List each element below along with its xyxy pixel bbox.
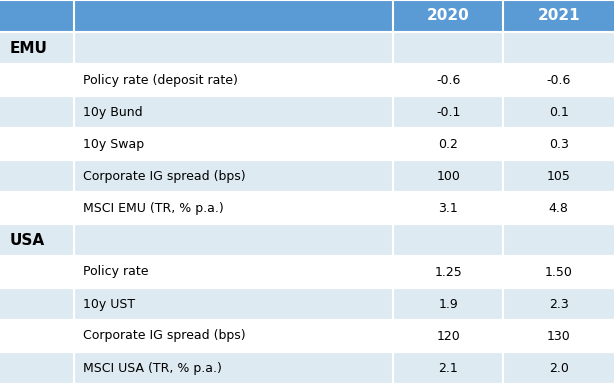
Text: 2.0: 2.0 — [549, 361, 569, 374]
Bar — [503, 256, 614, 288]
Text: 10y UST: 10y UST — [83, 298, 135, 311]
Text: 10y Bund: 10y Bund — [83, 106, 142, 119]
Bar — [74, 256, 393, 288]
Bar — [393, 128, 503, 160]
Bar — [74, 128, 393, 160]
Bar — [393, 192, 503, 224]
Bar — [0, 224, 614, 256]
Bar — [74, 160, 393, 192]
Text: 100: 100 — [437, 169, 460, 182]
Text: Corporate IG spread (bps): Corporate IG spread (bps) — [83, 169, 246, 182]
Bar — [393, 0, 503, 32]
Bar — [74, 288, 393, 320]
Text: MSCI USA (TR, % p.a.): MSCI USA (TR, % p.a.) — [83, 361, 222, 374]
Bar — [0, 192, 74, 224]
Bar — [74, 320, 393, 352]
Bar — [503, 320, 614, 352]
Text: 2.1: 2.1 — [438, 361, 458, 374]
Bar — [74, 0, 393, 32]
Text: 1.25: 1.25 — [434, 265, 462, 278]
Bar — [503, 64, 614, 96]
Text: 2020: 2020 — [427, 8, 470, 23]
Text: -0.1: -0.1 — [436, 106, 460, 119]
Bar — [503, 96, 614, 128]
Bar — [393, 160, 503, 192]
Bar — [74, 192, 393, 224]
Bar — [0, 64, 74, 96]
Bar — [74, 96, 393, 128]
Text: 130: 130 — [547, 329, 570, 343]
Bar — [0, 160, 74, 192]
Bar — [503, 288, 614, 320]
Bar — [0, 0, 74, 32]
Bar — [74, 352, 393, 384]
Text: 105: 105 — [547, 169, 570, 182]
Bar — [393, 256, 503, 288]
Bar — [393, 64, 503, 96]
Bar — [74, 64, 393, 96]
Text: MSCI EMU (TR, % p.a.): MSCI EMU (TR, % p.a.) — [83, 202, 223, 215]
Text: Policy rate (deposit rate): Policy rate (deposit rate) — [83, 73, 238, 86]
Text: 10y Swap: 10y Swap — [83, 137, 144, 151]
Bar — [0, 320, 74, 352]
Text: 1.50: 1.50 — [545, 265, 573, 278]
Bar — [503, 128, 614, 160]
Bar — [0, 288, 74, 320]
Bar — [503, 0, 614, 32]
Bar — [0, 224, 74, 256]
Text: 120: 120 — [437, 329, 460, 343]
Text: 2.3: 2.3 — [549, 298, 569, 311]
Bar — [0, 96, 74, 128]
Bar — [503, 352, 614, 384]
Bar — [0, 352, 74, 384]
Bar — [0, 128, 74, 160]
Text: -0.6: -0.6 — [546, 73, 571, 86]
Text: 2021: 2021 — [537, 8, 580, 23]
Bar — [393, 96, 503, 128]
Bar — [503, 160, 614, 192]
Text: -0.6: -0.6 — [436, 73, 460, 86]
Text: EMU: EMU — [9, 40, 47, 56]
Text: 0.3: 0.3 — [549, 137, 569, 151]
Bar — [0, 32, 74, 64]
Bar — [393, 288, 503, 320]
Text: 0.2: 0.2 — [438, 137, 458, 151]
Bar — [0, 32, 614, 64]
Text: USA: USA — [9, 232, 44, 248]
Bar — [503, 192, 614, 224]
Text: 1.9: 1.9 — [438, 298, 458, 311]
Bar — [393, 352, 503, 384]
Bar — [393, 320, 503, 352]
Text: Corporate IG spread (bps): Corporate IG spread (bps) — [83, 329, 246, 343]
Text: 0.1: 0.1 — [549, 106, 569, 119]
Text: Policy rate: Policy rate — [83, 265, 149, 278]
Text: 3.1: 3.1 — [438, 202, 458, 215]
Text: 4.8: 4.8 — [549, 202, 569, 215]
Bar — [0, 256, 74, 288]
